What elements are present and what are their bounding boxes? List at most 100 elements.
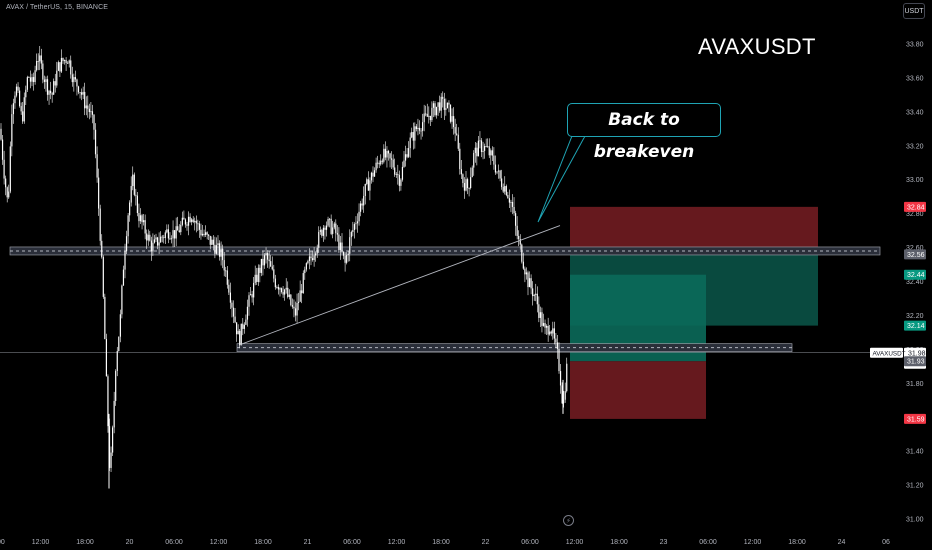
lightning-icon[interactable]: ⚡ — [563, 515, 574, 526]
x-tick-label: 12:00 — [32, 539, 50, 546]
candle-body — [187, 216, 190, 226]
candle-body — [203, 233, 205, 235]
candle-body — [310, 256, 312, 259]
candle-body — [53, 81, 55, 95]
candle-body — [305, 263, 307, 270]
candle-body — [349, 237, 351, 254]
candle-body — [361, 203, 363, 206]
candle-body — [522, 261, 524, 269]
annotation-callout[interactable]: Back to breakeven — [567, 103, 721, 162]
price-tag-label: 31.59 — [907, 416, 925, 423]
candle-body — [324, 227, 326, 230]
candle-body — [411, 132, 413, 138]
candle-body — [146, 233, 148, 241]
candle-body — [485, 146, 487, 147]
y-tick-label: 32.40 — [906, 279, 924, 286]
candle-body — [94, 129, 97, 155]
candle-body — [299, 290, 301, 302]
candle-body — [113, 400, 115, 428]
candle-body — [339, 242, 342, 250]
candle-body — [70, 60, 72, 75]
candle-body — [544, 323, 546, 328]
candle-body — [387, 151, 390, 154]
symbol-info[interactable]: AVAX / TetherUS, 15, BINANCE — [6, 4, 109, 11]
candle-body — [380, 160, 382, 165]
candle-body — [62, 58, 64, 62]
candle-body — [471, 167, 473, 178]
candle-body — [197, 223, 199, 225]
candle-body — [378, 162, 380, 165]
candle-body — [105, 339, 107, 377]
candle-body — [294, 308, 297, 316]
candle-body — [223, 260, 225, 271]
candle-body — [398, 174, 400, 186]
candle-body — [366, 179, 368, 184]
candle-body — [232, 307, 235, 317]
candle-body — [239, 330, 241, 346]
x-tick-label: 24 — [838, 539, 846, 546]
candle-body — [556, 342, 559, 349]
x-tick-label: 06 — [882, 539, 890, 546]
candle-body — [189, 216, 191, 222]
candle-body — [218, 243, 221, 257]
candle-body — [132, 174, 134, 187]
position-zones — [570, 206, 818, 419]
candle-body — [222, 248, 224, 261]
candle-body — [79, 92, 81, 94]
candle-body — [257, 267, 259, 282]
candle-body — [341, 242, 343, 252]
candle-body — [454, 127, 456, 134]
candle-body — [121, 285, 123, 315]
candle-body — [246, 306, 249, 320]
candle-body — [518, 235, 520, 239]
candle-body — [476, 147, 478, 157]
candle-body — [318, 231, 320, 248]
candle-body — [288, 294, 290, 297]
candle-body — [28, 77, 30, 78]
stop-zone-lower — [570, 361, 706, 419]
candle-body — [293, 306, 295, 309]
candle-body — [198, 223, 200, 230]
price-tag — [904, 201, 926, 212]
candle-body — [139, 215, 142, 222]
candle-body — [167, 229, 169, 239]
candle-body — [96, 154, 98, 178]
candle-body — [507, 195, 509, 199]
candle-body — [527, 272, 529, 288]
currency-button[interactable]: USDT — [903, 3, 925, 19]
candle-body — [212, 239, 214, 245]
candle-body — [466, 179, 469, 189]
candle-body — [420, 130, 422, 132]
candle-body — [214, 244, 216, 254]
candle-body — [285, 287, 287, 290]
candle-body — [480, 140, 483, 152]
candle-body — [276, 287, 278, 288]
candle-body — [290, 294, 292, 306]
candle-body — [519, 238, 521, 245]
candle-body — [161, 236, 163, 238]
candle-body — [76, 79, 78, 87]
candle-body — [34, 70, 36, 83]
candle-body — [50, 90, 52, 94]
candle-body — [353, 224, 355, 230]
candle-body — [231, 302, 233, 308]
candle-body — [125, 236, 128, 252]
candle-body — [14, 95, 16, 104]
candle-body — [228, 284, 230, 293]
candle-body — [181, 217, 183, 225]
candle-body — [549, 331, 551, 335]
candle-body — [364, 183, 366, 196]
candle-body — [226, 270, 228, 285]
candle-body — [287, 287, 289, 297]
candle-body — [249, 294, 252, 296]
candle-body — [316, 247, 318, 254]
candle-body — [395, 174, 397, 175]
price-tag — [904, 269, 926, 280]
candle-body — [408, 148, 410, 157]
candle-body — [129, 202, 131, 216]
candle-body — [401, 166, 404, 180]
candle-body — [508, 198, 510, 203]
candle-body — [384, 148, 386, 158]
candle-body — [68, 60, 70, 64]
